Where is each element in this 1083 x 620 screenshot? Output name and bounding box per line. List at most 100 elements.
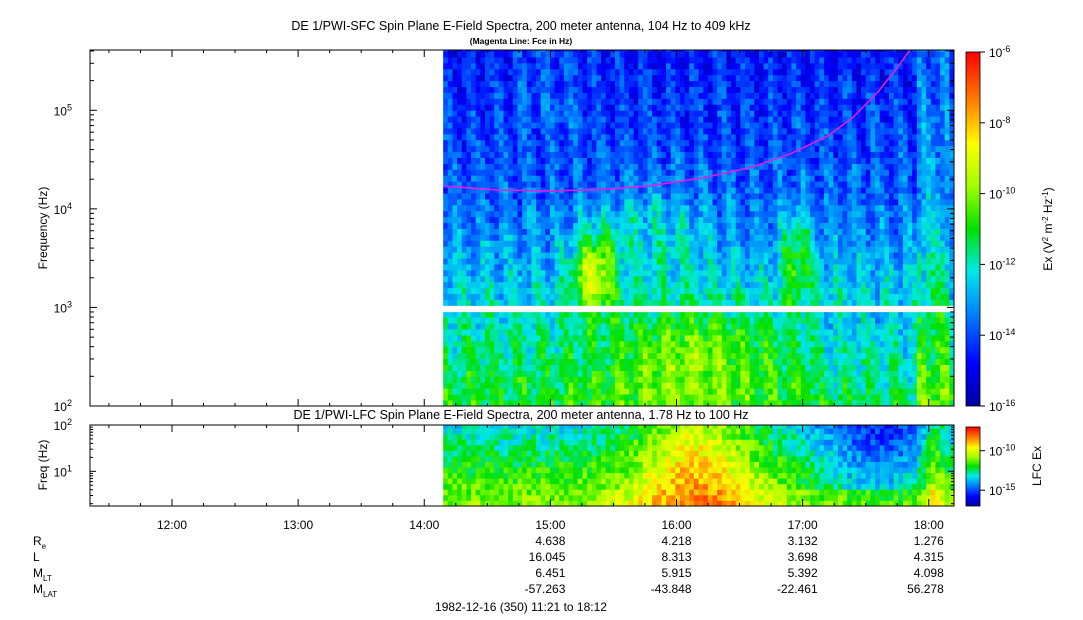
spectrogram-cell — [652, 122, 658, 129]
spectrogram-cell — [726, 329, 732, 336]
spectrogram-cell — [703, 400, 709, 406]
spectrogram-cell — [819, 382, 825, 389]
spectrogram-cell — [517, 394, 523, 401]
spectrogram-cell — [596, 210, 602, 218]
spectrogram-cell — [587, 181, 593, 188]
spectrogram-cell — [666, 110, 672, 117]
spectrogram-cell — [675, 376, 681, 383]
spectrogram-cell — [819, 104, 825, 111]
spectrogram-cell — [591, 181, 597, 188]
spectrogram-cell — [466, 382, 472, 389]
spectrogram-cell — [610, 50, 616, 52]
spectrogram-cell — [823, 62, 830, 70]
spectrogram-cell — [559, 169, 565, 176]
spectrogram-cell — [800, 169, 806, 176]
spectrogram-cell — [721, 86, 727, 93]
spectrogram-cell — [772, 92, 778, 99]
spectrogram-cell — [517, 252, 523, 259]
spectrogram-cell — [666, 210, 672, 218]
spectrogram-cell — [689, 151, 695, 158]
spectrogram-cell — [489, 352, 495, 360]
spectrogram-cell — [661, 358, 667, 365]
spectrogram-cell — [707, 358, 713, 365]
spectrogram-cell — [652, 258, 658, 265]
spectrogram-cell — [517, 110, 523, 117]
spectrogram-cell — [652, 264, 658, 271]
spectrogram-cell — [587, 240, 593, 247]
spectrogram-cell — [559, 234, 565, 241]
spectrogram-cell — [540, 281, 546, 289]
spectrogram-cell — [610, 234, 616, 241]
spectrogram-cell — [568, 281, 574, 289]
spectrogram-cell — [540, 116, 546, 123]
spectrogram-cell — [596, 57, 602, 64]
spectrogram-cell — [466, 145, 472, 153]
spectrogram-cell — [596, 246, 602, 253]
spectrogram-cell — [680, 269, 686, 277]
spectrogram-cell — [805, 139, 811, 147]
spectrogram-cell — [800, 128, 806, 135]
spectrogram-cell — [614, 128, 621, 135]
spectrogram-cell — [786, 299, 792, 306]
spectrogram-cell — [800, 204, 806, 212]
spectrogram-cell — [684, 364, 690, 371]
spectrogram-cell — [457, 133, 463, 141]
spectrogram-cell — [786, 311, 792, 318]
spectrogram-cell — [666, 269, 672, 277]
spectrogram-cell — [563, 62, 569, 70]
spectrogram-cell — [503, 228, 509, 235]
spectrogram-cell — [823, 169, 830, 176]
spectrogram-cell — [554, 234, 560, 241]
spectrogram-cell — [638, 264, 644, 271]
spectrogram-cell — [712, 222, 718, 229]
spectrogram-cell — [512, 133, 518, 141]
spectrogram-cell — [647, 293, 653, 300]
spectrogram-cell — [758, 258, 764, 265]
spectrogram-cell — [582, 264, 588, 271]
spectrogram-cell — [712, 175, 718, 182]
spectrogram-cell — [800, 50, 806, 52]
spectrogram-cell — [540, 133, 546, 141]
spectrogram-cell — [749, 258, 755, 265]
spectrogram-cell — [489, 311, 495, 318]
spectrogram-cell — [670, 110, 676, 117]
spectrogram-cell — [772, 128, 778, 135]
spectrogram-cell — [680, 258, 686, 265]
spectrogram-cell — [494, 57, 500, 64]
spectrogram-cell — [758, 228, 764, 235]
spectrogram-cell — [754, 133, 760, 141]
spectrogram-cell — [531, 275, 537, 283]
spectrogram-cell — [745, 62, 751, 70]
spectrogram-cell — [638, 51, 644, 58]
spectrogram-cell — [740, 181, 746, 188]
spectrogram-cell — [624, 181, 630, 188]
spectrogram-cell — [642, 122, 648, 129]
spectrogram-cell — [591, 92, 597, 99]
spectrogram-cell — [484, 358, 490, 365]
spectrogram-cell — [577, 388, 583, 395]
spectrogram-cell — [707, 175, 713, 182]
spectrogram-cell — [703, 51, 709, 58]
spectrogram-cell — [475, 287, 481, 295]
spectrogram-cell — [689, 382, 695, 389]
spectrogram-cell — [573, 50, 579, 52]
spectrogram-cell — [754, 157, 760, 164]
spectrogram-cell — [624, 388, 630, 395]
spectrogram-cell — [707, 57, 713, 64]
spectrogram-cell — [517, 388, 523, 395]
spectrogram-cell — [707, 104, 713, 111]
spectrogram-cell — [531, 382, 537, 389]
spectrogram-cell — [531, 293, 537, 300]
spectrogram-cell — [666, 74, 672, 82]
spectrogram-cell — [563, 252, 569, 259]
spectrogram-cell — [582, 92, 588, 99]
spectrogram-cell — [749, 57, 755, 64]
spectrogram-cell — [698, 364, 704, 371]
spectrogram-cell — [498, 370, 504, 377]
spectrogram-cell — [517, 92, 523, 99]
spectrogram-cell — [577, 110, 583, 117]
spectrogram-cell — [791, 364, 797, 371]
spectrogram-cell — [754, 264, 760, 271]
spectrogram-cell — [554, 240, 560, 247]
spectrogram-cell — [661, 323, 667, 330]
